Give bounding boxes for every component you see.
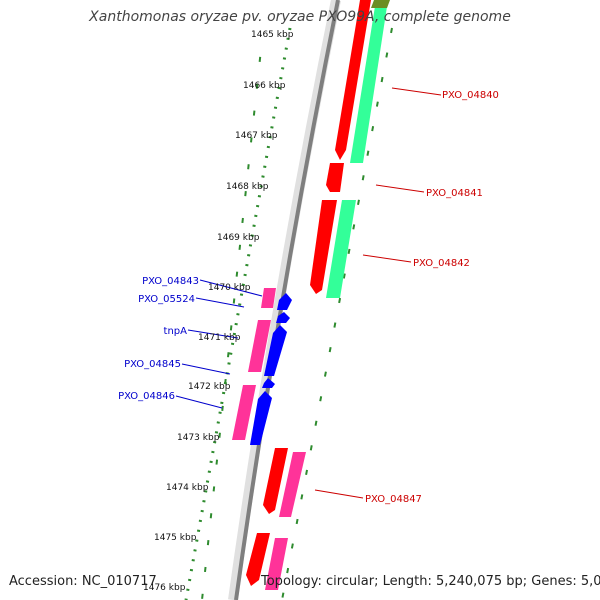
tick-label: 1467 kbp (235, 131, 278, 141)
gene-pxo-04847-rev[interactable] (279, 452, 306, 517)
gene-label-pxo-04847[interactable]: PXO_04847 (365, 494, 422, 505)
gene-label-pxo-05524[interactable]: PXO_05524 (138, 294, 195, 305)
map-title: Xanthomonas oryzae pv. oryzae PXO99A, co… (89, 9, 511, 25)
cds-upstream[interactable] (371, 0, 390, 8)
gene-tnpa[interactable] (248, 320, 271, 372)
tick-label: 1474 kbp (166, 483, 209, 493)
leader-pxo-04846 (175, 395, 223, 409)
gene-pxo-04848[interactable] (246, 533, 270, 586)
genome-summary-text: Topology: circular; Length: 5,240,075 bp… (261, 574, 600, 589)
outer-guide-ring (281, 27, 393, 600)
cds-pxo-04845[interactable] (262, 378, 275, 388)
leader-pxo-04840 (391, 87, 442, 96)
tick-ring (184, 27, 292, 600)
tick-label: 1472 kbp (188, 382, 231, 392)
cds-tnpa[interactable] (264, 325, 287, 376)
cds-pxo-05524[interactable] (277, 293, 292, 310)
tick-label: 1476 kbp (143, 583, 186, 593)
cds-pxo-05524-b[interactable] (276, 312, 290, 323)
gene-pxo-04842[interactable] (310, 200, 337, 294)
gene-pxo-04847[interactable] (263, 448, 288, 514)
accession-text: Accession: NC_010717 (9, 574, 157, 589)
cds-pxo-04846[interactable] (250, 391, 272, 445)
gene-pxo-04845[interactable] (232, 385, 256, 440)
tick-label: 1469 kbp (217, 233, 260, 243)
gene-label-tnpa[interactable]: tnpA (164, 326, 188, 337)
gene-label-pxo-04845[interactable]: PXO_04845 (124, 359, 181, 370)
leader-tnpa (187, 329, 239, 339)
gene-label-pxo-04843[interactable]: PXO_04843 (142, 276, 199, 287)
tick-label: 1465 kbp (251, 30, 294, 40)
tick-label: 1475 kbp (154, 533, 197, 543)
reverse-gene-labels: PXO_04843 PXO_05524 tnpA PXO_04845 PXO_0… (118, 276, 199, 402)
gene-pxo-04841[interactable] (326, 163, 344, 192)
gene-label-pxo-04846[interactable]: PXO_04846 (118, 391, 175, 402)
gene-pxo-04840[interactable] (335, 0, 371, 160)
leader-pxo-04847 (314, 489, 364, 499)
tick-label: 1468 kbp (226, 182, 269, 192)
cds-pxo-04842[interactable] (326, 200, 356, 298)
forward-gene-labels: PXO_04840 PXO_04841 PXO_04842 PXO_04847 (365, 90, 499, 505)
tick-labels: 1465 kbp 1466 kbp 1467 kbp 1468 kbp 1469… (143, 30, 294, 593)
tick-label: 1466 kbp (243, 81, 286, 91)
gene-pxo-04843[interactable] (261, 288, 276, 308)
tick-label: 1471 kbp (198, 333, 241, 343)
gene-label-pxo-04842[interactable]: PXO_04842 (413, 258, 470, 269)
leader-pxo-04845 (181, 363, 231, 375)
gene-pxo-04849[interactable] (265, 538, 288, 590)
leader-pxo-04842 (362, 254, 412, 263)
gene-label-pxo-04840[interactable]: PXO_04840 (442, 90, 499, 101)
leader-pxo-04841 (375, 184, 425, 193)
tick-label: 1473 kbp (177, 433, 220, 443)
leader-pxo-04843 (199, 279, 263, 297)
leader-pxo-05524 (195, 297, 245, 308)
inner-guide-ring (201, 39, 263, 600)
cds-pxo-04840[interactable] (350, 0, 388, 163)
tick-label: 1470 kbp (208, 283, 251, 293)
gene-label-pxo-04841[interactable]: PXO_04841 (426, 188, 483, 199)
